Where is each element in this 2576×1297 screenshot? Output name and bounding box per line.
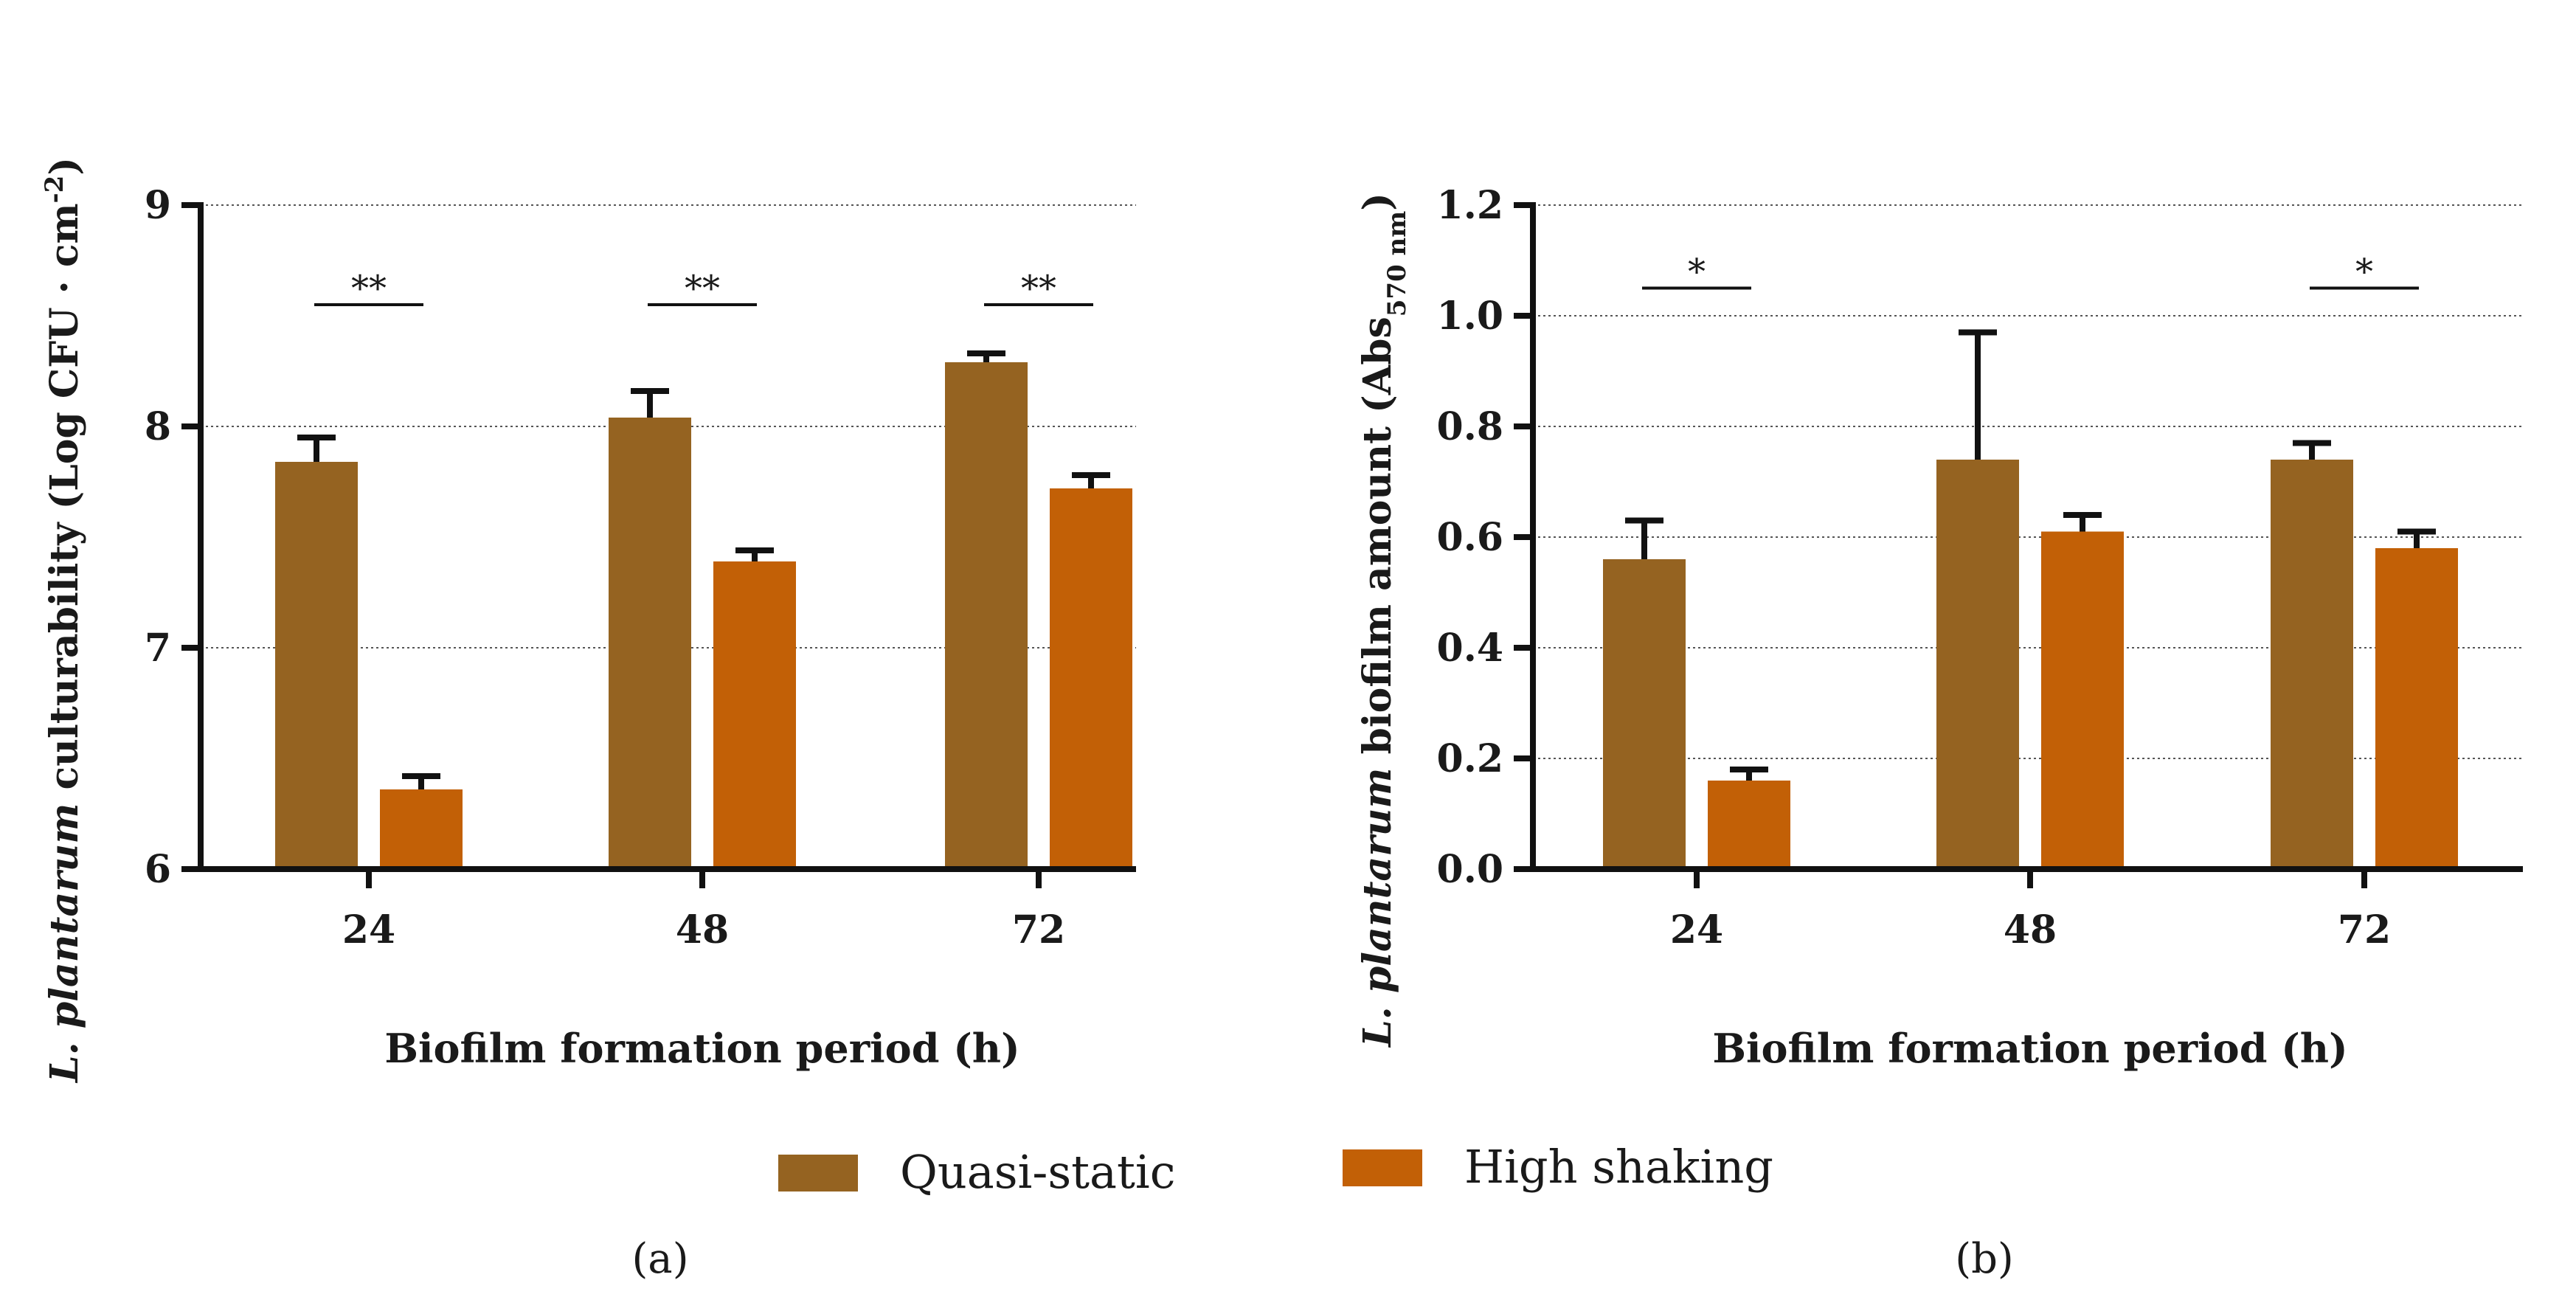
panel-b-y-axis-label: L. plantarum biofilm amount (Abs570 nm) (1355, 193, 1412, 1048)
panel-b-bar-0-0 (1603, 559, 1686, 869)
legend-label-quasi-static: Quasi-static (900, 1145, 1175, 1199)
panel-b-significance: * * (1642, 252, 2419, 293)
panel-a-bar-0-2 (945, 362, 1028, 869)
panel-a-bar-0-1 (609, 418, 691, 869)
panel-a-x-axis-label: Biofilm formation period (h) (384, 1025, 1019, 1072)
panel-a-error-bars (297, 350, 1110, 789)
panel-b-ylabel-sub: 570 nm (1382, 211, 1412, 317)
panel-b-y-tick-label-2: 0.4 (1437, 626, 1503, 671)
panel-a-axes: 6 7 8 9 24 48 72 (145, 183, 1136, 952)
panel-b-label: (b) (1955, 1235, 2014, 1283)
panel-a-y-tick-label-1: 7 (145, 626, 171, 671)
panel-b-bar-0-1 (1936, 460, 2019, 869)
legend-item-quasi-static: Quasi-static (778, 1145, 1175, 1199)
legend-swatch-quasi-static (778, 1155, 858, 1191)
panel-b-x-tick-label-2: 72 (2338, 907, 2391, 952)
panel-b-y-tick-label-6: 1.2 (1437, 183, 1503, 228)
panel-b-bar-0-2 (2271, 460, 2353, 869)
panel-b-bar-1-0 (1708, 781, 1790, 869)
panel-a-significance-label-0: ** (351, 268, 387, 309)
panel-a-chart: 6 7 8 9 24 48 72 ** ** ** L. plantarum culturabi… (40, 157, 1136, 1283)
panel-b-y-tick-label-4: 0.8 (1437, 404, 1503, 449)
panel-a-y-tick-label-3: 9 (145, 183, 171, 228)
panel-a-x-tick-label-1: 48 (676, 907, 729, 952)
panel-b-bar-1-2 (2375, 548, 2458, 869)
panel-b-significance-label-1: * (2355, 252, 2373, 293)
panel-a-bars (275, 362, 1132, 869)
panel-b-y-tick-label-5: 1.0 (1437, 294, 1503, 339)
panel-a-bar-1-1 (713, 561, 796, 869)
panel-b-ylabel-rest: biofilm amount (Abs (1355, 317, 1400, 767)
legend-swatch-high-shaking (1343, 1149, 1422, 1186)
panel-a-significance: ** ** ** (314, 268, 1093, 309)
panel-a-y-tick-label-0: 6 (145, 847, 171, 892)
panel-b-significance-label-0: * (1688, 252, 1706, 293)
panel-b-y-tick-label-3: 0.6 (1437, 515, 1503, 560)
panel-b-ylabel-close: ) (1355, 193, 1400, 211)
panel-b-y-tick-label-1: 0.2 (1437, 736, 1503, 781)
panel-a-ylabel-close: ) (42, 157, 87, 176)
panel-b-x-tick-label-0: 24 (1670, 907, 1723, 952)
legend-item-high-shaking: High shaking (1343, 1140, 1773, 1194)
panel-b-axes: 0.0 0.2 0.4 0.6 0.8 1.0 1.2 24 48 72 (1437, 183, 2523, 952)
panel-b-bar-1-1 (2041, 531, 2124, 869)
panel-b-error-bars (1625, 329, 2436, 781)
panel-b-ylabel-italic: L. plantarum (1355, 768, 1400, 1048)
panel-b-chart: 0.00.20.40.60.81.01.224 48 72 * * L. planta… (1355, 183, 2523, 1283)
panel-a-ylabel-sup: -2 (40, 176, 69, 204)
panel-a-y-axis-label: L. plantarum culturability (Log CFU · cm… (40, 157, 87, 1084)
panel-b-y-tick-label-0: 0.0 (1437, 847, 1503, 892)
panel-a-x-tick-label-2: 72 (1012, 907, 1065, 952)
legend-label-high-shaking: High shaking (1464, 1140, 1773, 1194)
panel-b-x-tick-label-1: 48 (2004, 907, 2057, 952)
panel-a-y-tick-label-2: 8 (145, 404, 171, 449)
panel-a-ylabel-rest: culturability (Log CFU · cm (42, 203, 87, 803)
panel-a-x-tick-label-0: 24 (342, 907, 395, 952)
panel-a-ylabel-italic: L. plantarum (42, 803, 87, 1084)
panel-a-label: (a) (631, 1235, 688, 1283)
legend: Quasi-static High shaking (778, 1140, 1773, 1199)
panel-b-bars (1603, 460, 2458, 869)
panel-a-bar-1-2 (1050, 488, 1132, 869)
panel-a-bar-0-0 (275, 462, 358, 869)
panel-b-x-axis-label: Biofilm formation period (h) (1712, 1025, 2347, 1072)
panel-a-significance-label-1: ** (685, 268, 720, 309)
panel-a-significance-label-2: ** (1021, 268, 1056, 309)
panel-a-bar-1-0 (380, 789, 463, 869)
